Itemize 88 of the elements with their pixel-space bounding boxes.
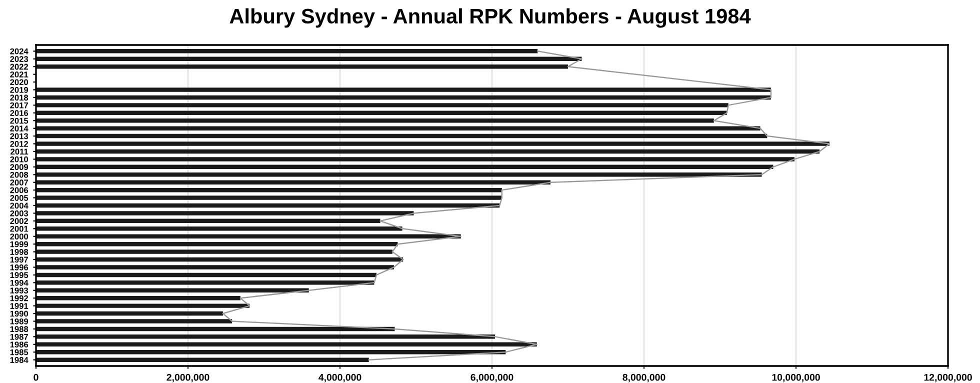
y-tick-label: 2014 [10,126,28,132]
bar [36,311,223,316]
y-tick-label: 2000 [10,234,28,240]
bar [36,265,394,270]
y-tick-label: 2018 [10,94,28,101]
bar [36,142,830,146]
y-tick-label: 1998 [10,249,28,255]
y-tick-label: 2012 [10,140,28,147]
bar [36,342,537,347]
y-tick-label: 2008 [10,172,28,178]
y-tick-label: 1997 [10,256,28,263]
y-tick-label: 1996 [10,264,28,270]
bar [36,110,727,116]
y-tick-label: 2007 [10,180,28,186]
bar [36,95,771,100]
bar [36,304,250,308]
y-tick-label: 1990 [10,310,28,317]
y-tick-label: 2006 [10,187,28,194]
y-tick-label: 2001 [10,226,28,232]
bar [36,358,369,362]
y-tick-label: 1987 [10,334,28,340]
bar [36,350,506,354]
bar [36,211,414,216]
y-tick-label: 2003 [10,210,28,216]
y-tick-label: 2011 [10,148,28,155]
bar [36,172,762,177]
y-tick-label: 1999 [10,241,28,248]
bar [36,188,502,192]
y-tick-label: 1993 [10,288,28,294]
bar [36,180,551,184]
bar [36,157,794,162]
x-tick-label: 4,000,000 [318,374,362,382]
y-tick-label: 1989 [10,318,28,324]
y-tick-label: 1984 [10,357,28,363]
bar [36,203,500,208]
y-tick-label: 2017 [10,102,28,108]
y-tick-label: 2022 [10,64,28,70]
bar [36,196,502,200]
bar [36,218,380,224]
bar [36,56,582,62]
y-tick-label: 2009 [10,164,28,170]
y-tick-label: 2024 [10,48,28,54]
y-tick-label: 2023 [10,56,28,62]
bar [36,126,760,130]
bar [36,242,398,246]
y-tick-label: 2005 [10,194,28,201]
y-tick-label: 1986 [10,342,28,348]
y-tick-label: 2002 [10,218,28,224]
chart-title: Albury Sydney - Annual RPK Numbers - August 1984 [230,8,751,28]
y-tick-label: 2010 [10,156,28,162]
bar [36,134,768,138]
y-tick-label: 2019 [10,86,28,93]
bar [36,88,771,92]
bar [36,288,309,292]
bar [36,234,461,238]
x-tick-label: 8,000,000 [622,374,666,382]
y-tick-label: 1988 [10,326,28,332]
bar [36,49,538,54]
bar [36,319,232,324]
y-tick-label: 1995 [10,272,28,278]
bar [36,149,820,154]
y-tick-label: 2016 [10,110,28,116]
bar [36,334,496,339]
bar [36,250,392,254]
bar [36,257,404,262]
y-tick-label: 2021 [10,72,28,78]
bar [36,118,714,123]
y-tick-label: 1985 [10,349,28,356]
x-tick-label: 2,000,000 [166,374,210,382]
y-tick-label: 1992 [10,295,28,302]
x-tick-label: 0 [34,374,38,381]
bar [36,103,728,108]
y-tick-label: 2013 [10,133,28,140]
y-tick-label: 2020 [10,79,28,86]
bar [36,164,774,170]
y-tick-label: 1991 [10,303,28,309]
y-tick-label: 2015 [10,118,28,124]
bar [36,64,568,69]
x-tick-label: 12,000,000 [924,374,972,382]
bar [36,226,402,231]
y-tick-label: 1994 [10,280,28,286]
bar [36,280,374,285]
y-tick-label: 2004 [10,202,28,209]
x-tick-label: 10,000,000 [772,374,820,382]
bar [36,326,395,332]
x-tick-label: 6,000,000 [470,374,514,382]
bar [36,296,240,300]
bar [36,272,376,278]
